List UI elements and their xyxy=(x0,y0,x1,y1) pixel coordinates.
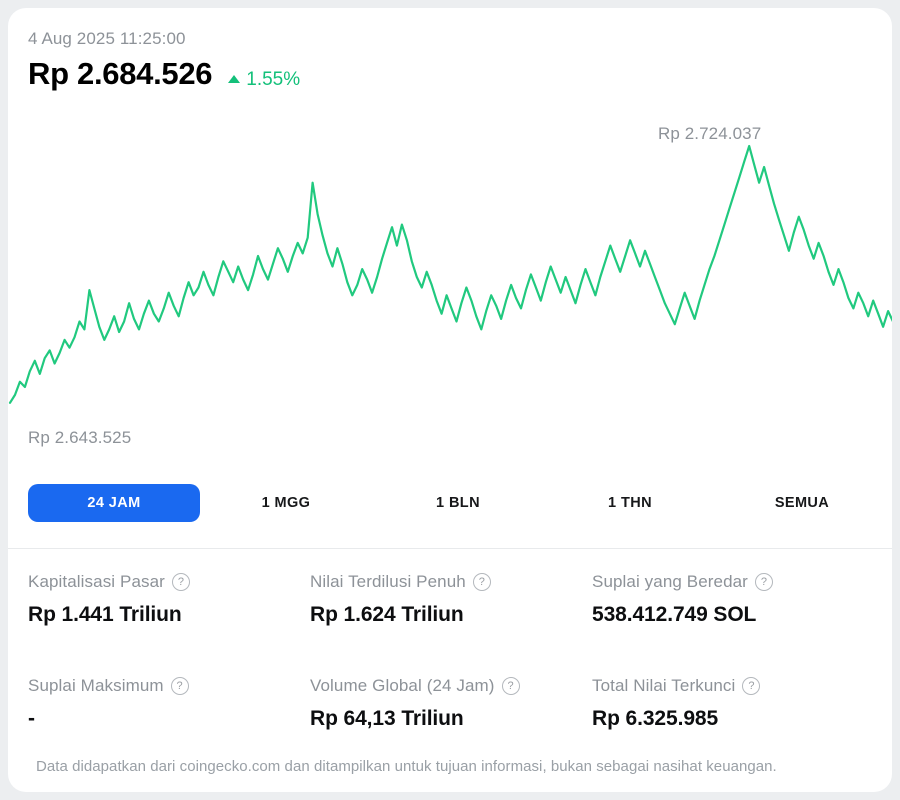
question-mark-circle-icon[interactable]: ? xyxy=(472,573,491,591)
stat-label-text: Nilai Terdilusi Penuh xyxy=(310,572,466,591)
price-change-value: 1.55% xyxy=(246,69,301,90)
stats-row-2: Suplai Maksimum ? - Volume Global (24 Ja… xyxy=(28,674,884,742)
stat-fully-diluted-valuation-label: Nilai Terdilusi Penuh ? xyxy=(310,570,592,594)
stat-market-cap-label: Kapitalisasi Pasar ? xyxy=(28,570,310,594)
stat-circulating-supply-label: Suplai yang Beredar ? xyxy=(592,570,874,594)
stat-global-volume: Volume Global (24 Jam) ? Rp 64,13 Triliu… xyxy=(310,674,592,742)
stat-total-value-locked-value: Rp 6.325.985 xyxy=(592,707,719,730)
stats-row-spacer xyxy=(28,638,884,674)
question-mark-circle-icon[interactable]: ? xyxy=(501,677,520,695)
stat-total-value-locked-label: Total Nilai Terkunci ? xyxy=(592,674,874,698)
disclaimer-text: Data didapatkan dari coingecko.com dan d… xyxy=(36,758,777,775)
stat-fully-diluted-valuation-value: Rp 1.624 Triliun xyxy=(310,603,464,626)
stat-market-cap-value: Rp 1.441 Triliun xyxy=(28,603,182,626)
stat-global-volume-value: Rp 64,13 Triliun xyxy=(310,707,464,730)
chart-low-label: Rp 2.643.525 xyxy=(28,428,132,447)
stat-max-supply: Suplai Maksimum ? - xyxy=(28,674,310,742)
stat-fully-diluted-valuation: Nilai Terdilusi Penuh ? Rp 1.624 Triliun xyxy=(310,570,592,638)
question-mark-circle-icon[interactable]: ? xyxy=(742,677,761,695)
question-mark-circle-icon[interactable]: ? xyxy=(170,677,189,695)
question-mark-circle-icon[interactable]: ? xyxy=(754,573,773,591)
price-chart[interactable]: Rp 2.724.037 Rp 2.643.525 xyxy=(8,108,892,453)
stat-max-supply-value: - xyxy=(28,707,35,730)
stat-total-value-locked: Total Nilai Terkunci ? Rp 6.325.985 xyxy=(592,674,874,742)
range-button-1-thn[interactable]: 1 THN xyxy=(544,484,716,522)
current-price: Rp 2.684.526 xyxy=(28,56,213,91)
price-chart-svg xyxy=(8,144,892,404)
range-button-semua[interactable]: SEMUA xyxy=(716,484,888,522)
question-mark-circle-icon[interactable]: ? xyxy=(171,573,190,591)
stat-global-volume-label: Volume Global (24 Jam) ? xyxy=(310,674,592,698)
stat-label-text: Volume Global (24 Jam) xyxy=(310,676,495,695)
price-change: 1.55% xyxy=(228,69,300,91)
stat-max-supply-label: Suplai Maksimum ? xyxy=(28,674,310,698)
range-button-1-mgg[interactable]: 1 MGG xyxy=(200,484,372,522)
stat-circulating-supply-value: 538.412.749 SOL xyxy=(592,603,757,626)
chart-high-label: Rp 2.724.037 xyxy=(658,124,762,143)
price-line xyxy=(8,144,892,404)
stat-circulating-supply: Suplai yang Beredar ? 538.412.749 SOL xyxy=(592,570,874,638)
range-button-24-jam[interactable]: 24 JAM xyxy=(28,484,200,522)
stat-label-text: Suplai yang Beredar xyxy=(592,572,748,591)
stat-label-text: Kapitalisasi Pasar xyxy=(28,572,165,591)
time-range-selector: 24 JAM 1 MGG 1 BLN 1 THN SEMUA xyxy=(28,477,884,529)
stat-label-text: Total Nilai Terkunci xyxy=(592,676,736,695)
section-divider xyxy=(8,548,892,549)
range-button-1-bln[interactable]: 1 BLN xyxy=(372,484,544,522)
stats-grid: Kapitalisasi Pasar ? Rp 1.441 Triliun Ni… xyxy=(28,570,884,742)
stat-label-text: Suplai Maksimum xyxy=(28,676,164,695)
stats-row-1: Kapitalisasi Pasar ? Rp 1.441 Triliun Ni… xyxy=(28,570,884,638)
price-header: 4 Aug 2025 11:25:00 Rp 2.684.526 1.55% xyxy=(28,28,300,92)
triangle-up-icon xyxy=(228,75,241,83)
price-row: Rp 2.684.526 1.55% xyxy=(28,56,300,92)
price-card: 4 Aug 2025 11:25:00 Rp 2.684.526 1.55% R… xyxy=(8,8,892,792)
price-timestamp: 4 Aug 2025 11:25:00 xyxy=(28,29,186,48)
stat-market-cap: Kapitalisasi Pasar ? Rp 1.441 Triliun xyxy=(28,570,310,638)
